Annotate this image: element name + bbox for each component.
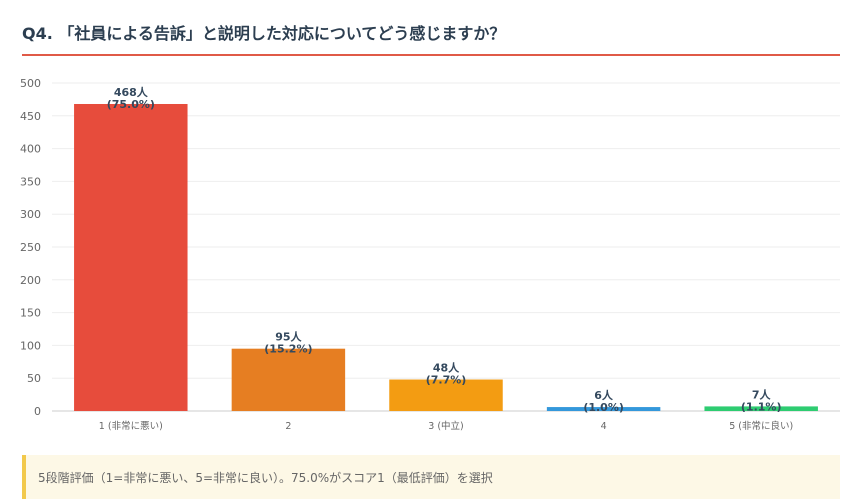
bar-chart: 0 50 100 150 200 250 300 350 400 450 500 468人(75.0%… bbox=[20, 77, 840, 432]
y-tick-label: 0 bbox=[34, 405, 41, 418]
x-tick-label: 1 (非常に悪い) bbox=[99, 420, 163, 432]
x-tick-label: 3 (中立) bbox=[428, 420, 463, 432]
y-tick-label: 500 bbox=[20, 77, 41, 90]
bar bbox=[231, 348, 346, 411]
y-tick-label: 150 bbox=[20, 307, 41, 320]
bar bbox=[74, 103, 188, 411]
summary-note: 5段階評価（1=非常に悪い、5=非常に良い）。75.0%がスコア1（最低評価）を… bbox=[22, 455, 840, 499]
bar-value-label: 48人 bbox=[433, 361, 460, 375]
title-divider bbox=[22, 54, 840, 56]
y-tick-label: 400 bbox=[20, 143, 41, 156]
y-tick-label: 450 bbox=[20, 110, 41, 123]
bar bbox=[389, 379, 503, 411]
page-title: Q4. 「社員による告訴」と説明した対応についてどう感じますか？ bbox=[22, 24, 506, 43]
x-tick-label: 5 (非常に良い) bbox=[729, 420, 793, 432]
bar bbox=[704, 406, 818, 411]
bar-value-label: 95人 bbox=[275, 330, 302, 344]
bar-percent-label: (1.1%) bbox=[741, 400, 782, 413]
x-tick-label: 2 bbox=[285, 421, 291, 432]
summary-note-text: 5段階評価（1=非常に悪い、5=非常に良い）。75.0%がスコア1（最低評価）を… bbox=[38, 471, 493, 485]
y-tick-label: 100 bbox=[20, 339, 41, 352]
y-tick-label: 250 bbox=[20, 241, 41, 254]
bar-value-label: 7人 bbox=[752, 387, 772, 401]
bar-percent-label: (7.7%) bbox=[426, 374, 467, 387]
y-tick-label: 300 bbox=[20, 208, 41, 221]
y-tick-label: 50 bbox=[27, 372, 41, 385]
bar-value-label: 468人 bbox=[114, 85, 149, 99]
bar-percent-label: (15.2%) bbox=[264, 343, 312, 356]
y-tick-label: 200 bbox=[20, 274, 41, 287]
x-tick-label: 4 bbox=[601, 421, 607, 432]
bar bbox=[546, 407, 661, 411]
bar-percent-label: (75.0%) bbox=[107, 98, 155, 111]
bar-value-label: 6人 bbox=[594, 388, 614, 402]
bar-percent-label: (1.0%) bbox=[583, 401, 624, 414]
y-tick-label: 350 bbox=[20, 175, 41, 188]
